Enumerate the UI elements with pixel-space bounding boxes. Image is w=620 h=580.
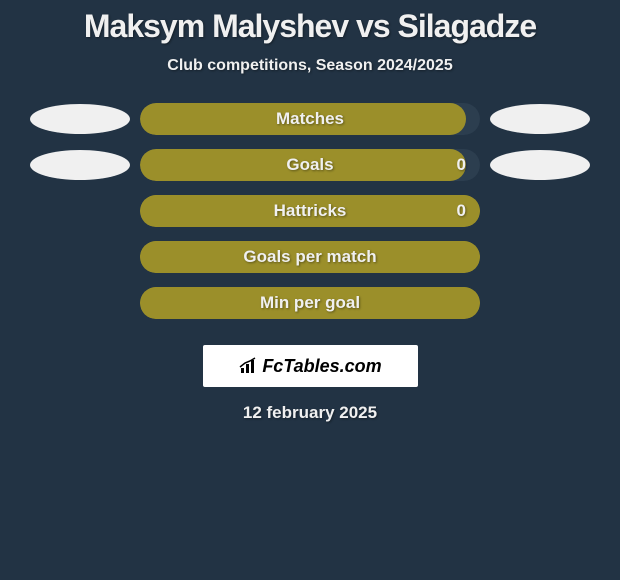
comparison-subtitle: Club competitions, Season 2024/2025 xyxy=(167,57,452,75)
stat-label: Matches xyxy=(276,109,344,129)
comparison-row: Matches xyxy=(30,103,590,135)
comparison-bars-container: Matches Goals 0 Hattricks 0 Goals per match Mi… xyxy=(30,103,590,333)
logo-label: FcTables.com xyxy=(262,356,381,377)
comparison-row: Goals 0 xyxy=(30,149,590,181)
logo-text: FcTables.com xyxy=(238,356,381,377)
right-player-marker xyxy=(490,104,590,134)
left-player-marker xyxy=(30,150,130,180)
stat-bar: Matches xyxy=(140,103,480,135)
logo-box: FcTables.com xyxy=(203,345,418,387)
stat-bar: Goals per match xyxy=(140,241,480,273)
stat-bar: Hattricks 0 xyxy=(140,195,480,227)
stat-value-right: 0 xyxy=(457,201,466,221)
left-player-marker xyxy=(30,104,130,134)
right-player-marker xyxy=(490,150,590,180)
comparison-row: Hattricks 0 xyxy=(30,195,590,227)
comparison-row: Min per goal xyxy=(30,287,590,319)
stat-label: Min per goal xyxy=(260,293,360,313)
stat-label: Hattricks xyxy=(274,201,347,221)
stat-value-right: 0 xyxy=(457,155,466,175)
stat-bar: Min per goal xyxy=(140,287,480,319)
date-text: 12 february 2025 xyxy=(243,403,377,423)
comparison-title: Maksym Malyshev vs Silagadze xyxy=(84,8,536,45)
chart-icon xyxy=(238,357,258,375)
stat-label: Goals xyxy=(286,155,333,175)
stat-label: Goals per match xyxy=(243,247,376,267)
stat-bar: Goals 0 xyxy=(140,149,480,181)
comparison-row: Goals per match xyxy=(30,241,590,273)
